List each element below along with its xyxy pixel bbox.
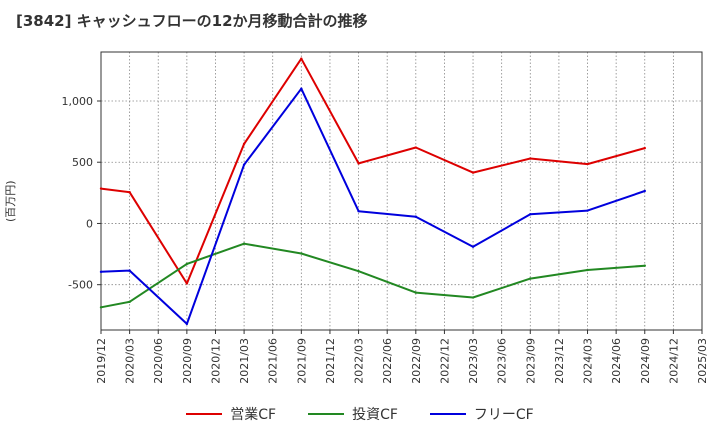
series-point-2 — [586, 209, 589, 212]
series-point-2 — [357, 210, 360, 213]
x-tick-label: 2024/12 — [667, 338, 680, 384]
x-tick-label: 2020/12 — [209, 338, 222, 384]
series-point-2 — [414, 215, 418, 218]
series-point-0 — [471, 171, 475, 174]
y-tick-label: 0 — [86, 217, 93, 230]
series-point-1 — [99, 306, 103, 309]
series-point-1 — [357, 270, 360, 273]
series-point-1 — [643, 264, 646, 267]
x-tick-label: 2024/03 — [582, 338, 595, 384]
x-tick-label: 2024/06 — [610, 338, 623, 384]
legend-swatch-free — [429, 413, 466, 415]
x-tick-label: 2021/03 — [238, 338, 251, 384]
y-tick-label: 500 — [72, 156, 93, 169]
x-tick-label: 2023/09 — [524, 338, 537, 384]
series-point-0 — [643, 146, 646, 150]
series-point-1 — [300, 252, 303, 255]
series-line-2 — [100, 87, 646, 325]
x-tick-label: 2020/03 — [124, 338, 137, 384]
x-tick-label: 2022/06 — [381, 338, 394, 384]
y-tick-label: -500 — [68, 279, 93, 292]
y-axis-ticks: -500 0 500 1,000 — [62, 95, 101, 292]
series-point-2 — [128, 269, 131, 272]
series-lines — [99, 57, 646, 326]
series-point-0 — [242, 142, 246, 146]
x-tick-label: 2022/09 — [410, 338, 423, 384]
series-point-0 — [529, 157, 532, 160]
series-point-0 — [357, 162, 360, 165]
series-point-1 — [128, 300, 131, 304]
y-tick-label: 1,000 — [62, 95, 94, 108]
series-point-1 — [242, 242, 246, 245]
x-tick-label: 2021/09 — [295, 338, 308, 384]
series-point-1 — [414, 291, 418, 294]
series-point-1 — [185, 262, 189, 266]
x-tick-label: 2023/03 — [467, 338, 480, 384]
series-point-0 — [128, 191, 131, 194]
series-line-0 — [100, 57, 646, 285]
x-tick-label: 2022/03 — [353, 338, 366, 384]
legend-label-free: フリーCF — [473, 407, 534, 423]
chart-title: [3842] キャッシュフローの12か月移動合計の推移 — [16, 12, 368, 30]
x-tick-label: 2019/12 — [95, 338, 108, 384]
series-point-1 — [529, 277, 532, 280]
x-tick-label: 2020/09 — [181, 338, 194, 384]
x-axis-ticks: 2019/12 2020/03 2020/06 2020/09 2020/12 2021/… — [95, 330, 709, 384]
series-point-0 — [99, 187, 103, 190]
series-point-2 — [242, 163, 246, 166]
series-point-1 — [471, 296, 475, 299]
x-tick-label: 2021/12 — [324, 338, 337, 384]
legend-label-operating: 営業CF — [230, 407, 277, 423]
plot-area — [100, 51, 703, 331]
series-point-0 — [185, 282, 189, 285]
legend-item-operating: 営業CF — [186, 404, 276, 424]
x-tick-label: 2024/09 — [639, 338, 652, 384]
grid — [100, 52, 703, 330]
legend-label-investing: 投資CF — [352, 407, 398, 423]
x-tick-label: 2025/03 — [696, 338, 709, 384]
x-tick-label: 2023/06 — [496, 338, 509, 384]
series-point-2 — [185, 322, 189, 326]
series-point-1 — [586, 268, 589, 272]
x-tick-label: 2023/12 — [553, 338, 566, 384]
x-tick-label: 2022/12 — [438, 338, 451, 384]
x-tick-label: 2021/06 — [267, 338, 280, 384]
x-tick-label: 2020/06 — [152, 338, 165, 384]
legend-item-free: フリーCF — [429, 404, 534, 424]
legend-item-investing: 投資CF — [308, 404, 398, 424]
series-point-2 — [643, 189, 646, 193]
series-point-2 — [529, 213, 532, 216]
series-point-0 — [300, 57, 303, 60]
series-point-2 — [471, 245, 475, 248]
series-point-0 — [586, 162, 589, 166]
legend: 営業CF 投資CF フリーCF — [0, 404, 720, 424]
series-point-2 — [99, 270, 103, 274]
legend-swatch-investing — [308, 413, 345, 415]
legend-swatch-operating — [186, 413, 223, 415]
series-point-2 — [300, 87, 303, 90]
series-point-0 — [414, 146, 418, 149]
